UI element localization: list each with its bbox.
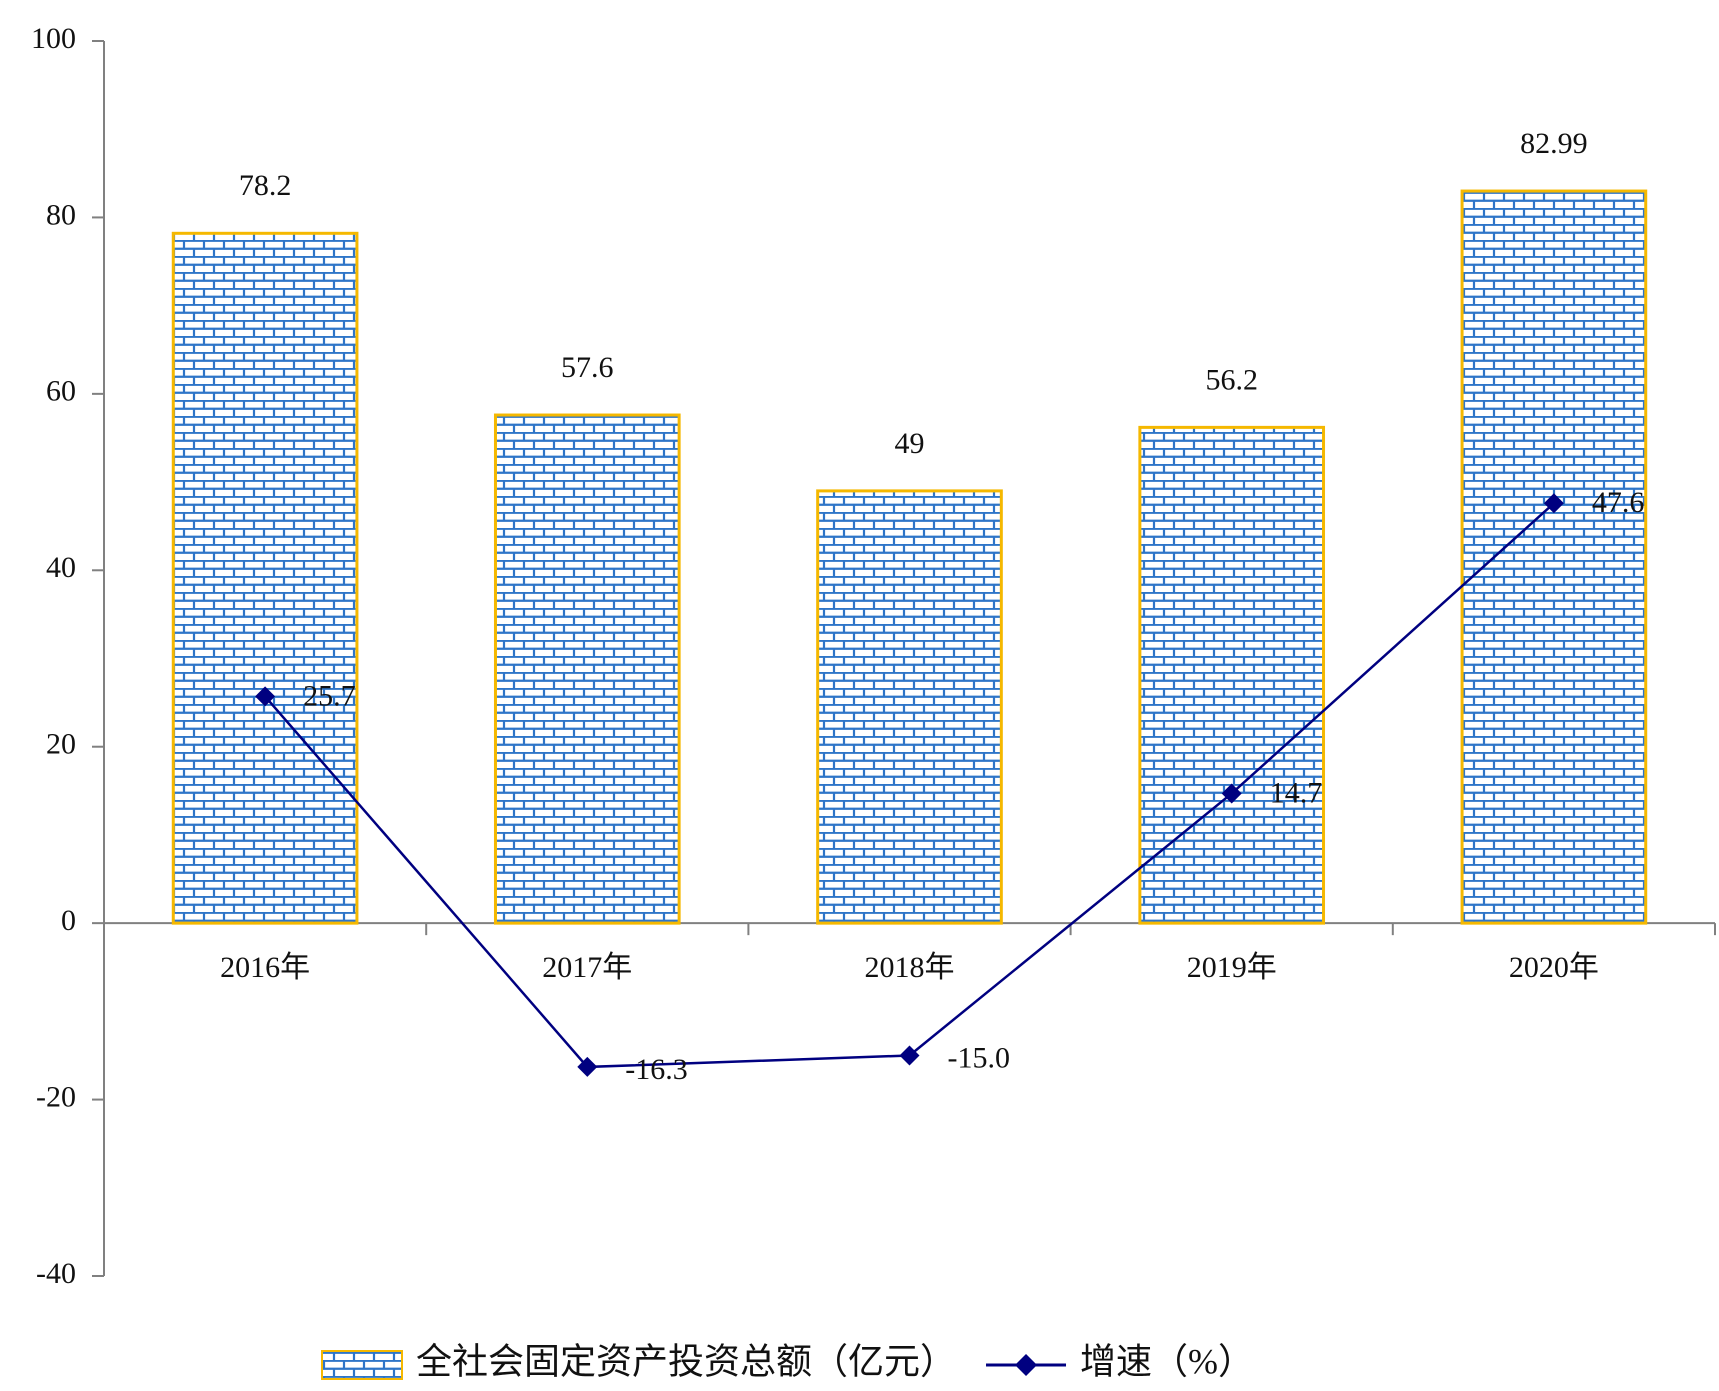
legend-swatch: [321, 1350, 403, 1380]
bar: [816, 489, 1003, 925]
legend-marker: [1015, 1354, 1038, 1376]
x-tick-label: 2020年: [1509, 951, 1599, 984]
y-tick-label: -40: [36, 1257, 76, 1290]
bar-value-label: 78.2: [239, 169, 292, 202]
y-tick-label: 20: [46, 728, 76, 761]
bar-value-label: 49: [895, 427, 925, 460]
marker: [1543, 493, 1564, 514]
line-value-label: -16.3: [625, 1053, 688, 1086]
y-tick-label: 0: [61, 904, 76, 937]
y-tick-label: 40: [46, 551, 76, 584]
bar-value-label: 82.99: [1520, 127, 1588, 160]
line-value-label: 47.6: [1592, 486, 1645, 519]
marker: [577, 1056, 598, 1077]
x-tick-label: 2019年: [1187, 951, 1277, 984]
marker: [1221, 783, 1242, 804]
bar: [493, 413, 681, 925]
bar: [171, 231, 359, 925]
bar: [1460, 189, 1648, 925]
y-tick-label: 60: [46, 375, 76, 408]
bar: [1138, 425, 1326, 925]
y-tick-label: -20: [36, 1080, 76, 1113]
x-tick-label: 2016年: [220, 951, 310, 984]
x-tick-label: 2018年: [865, 951, 955, 984]
legend-label: 全社会固定资产投资总额（亿元）: [416, 1341, 956, 1381]
marker: [899, 1045, 920, 1066]
legend-label: 增速（%）: [1080, 1341, 1254, 1381]
bar-value-label: 56.2: [1205, 363, 1258, 396]
y-tick-label: 100: [31, 22, 76, 55]
x-tick-label: 2017年: [542, 951, 632, 984]
y-tick-label: 80: [46, 198, 76, 231]
bar-value-label: 57.6: [561, 351, 614, 384]
line-value-label: 25.7: [303, 679, 356, 712]
marker: [255, 686, 276, 707]
line-value-label: 14.7: [1270, 776, 1323, 809]
line-value-label: -15.0: [948, 1041, 1011, 1074]
